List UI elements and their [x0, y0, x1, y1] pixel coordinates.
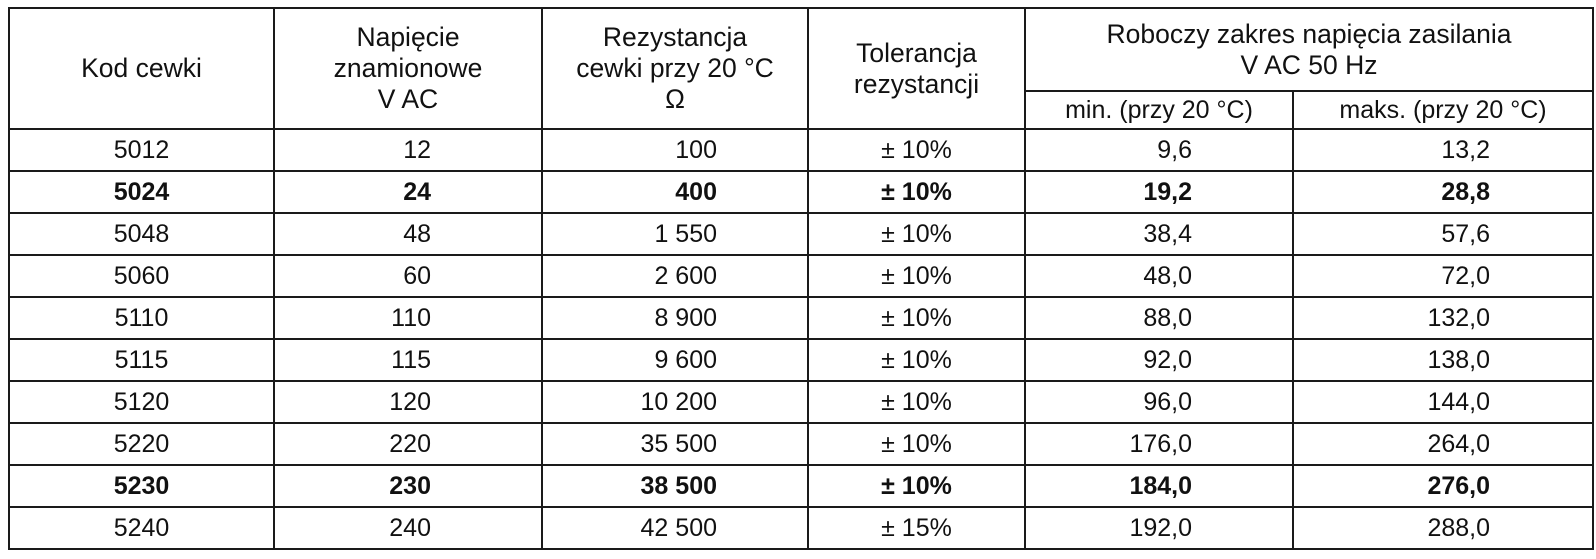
table-row: 5024 24 400 ± 10% 19,2 28,8 — [8, 170, 1595, 214]
cell-max-voltage: 264,0 — [1291, 422, 1595, 466]
cell-resistance-tolerance: ± 10% — [807, 254, 1026, 298]
cell-coil-resistance: 2 600 — [541, 254, 809, 298]
header-operating-voltage-range: Roboczy zakres napięcia zasilania V AC 5… — [1023, 7, 1595, 92]
table-row: 5220 220 35 500 ± 10% 176,0 264,0 — [8, 422, 1595, 466]
table-header: Kod cewki Napięcie znamionowe V AC Rezys… — [8, 7, 1595, 130]
cell-rated-voltage: 220 — [273, 422, 543, 466]
header-resistance-tolerance-line-1: Tolerancja — [856, 37, 977, 68]
header-row-sub: min. (przy 20 °C) maks. (przy 20 °C) — [9, 90, 1595, 130]
cell-resistance-tolerance: ± 10% — [807, 338, 1026, 382]
header-resistance-tolerance: Tolerancja rezystancji — [807, 7, 1026, 130]
cell-coil-code: 5230 — [8, 464, 275, 508]
cell-min-voltage: 192,0 — [1024, 506, 1294, 550]
cell-coil-resistance: 10 200 — [541, 380, 809, 424]
cell-min-voltage: 88,0 — [1024, 296, 1294, 340]
header-rated-voltage-line-1: Napięcie — [356, 22, 460, 52]
cell-min-voltage: 9,6 — [1024, 128, 1294, 172]
cell-coil-resistance: 42 500 — [541, 506, 809, 550]
cell-resistance-tolerance: ± 10% — [807, 212, 1026, 256]
cell-resistance-tolerance: ± 10% — [807, 464, 1026, 508]
cell-min-voltage: 96,0 — [1024, 380, 1294, 424]
header-coil-resistance-line-2: cewki przy 20 °C — [576, 53, 774, 83]
cell-resistance-tolerance: ± 10% — [807, 170, 1026, 214]
cell-rated-voltage: 120 — [273, 380, 543, 424]
cell-coil-code: 5024 — [8, 170, 275, 214]
cell-coil-code: 5120 — [8, 380, 275, 424]
header-operating-voltage-range-line-1: Roboczy zakres napięcia zasilania — [1106, 18, 1512, 49]
header-row-main: Kod cewki Napięcie znamionowe V AC Rezys… — [8, 7, 1595, 130]
cell-coil-code: 5115 — [8, 338, 275, 382]
cell-rated-voltage: 24 — [273, 170, 543, 214]
cell-resistance-tolerance: ± 10% — [807, 296, 1026, 340]
cell-max-voltage: 288,0 — [1291, 506, 1595, 550]
cell-max-voltage: 144,0 — [1291, 380, 1595, 424]
cell-rated-voltage: 230 — [273, 464, 543, 508]
header-max-voltage: maks. (przy 20 °C) — [1291, 90, 1595, 130]
coil-specification-table: Kod cewki Napięcie znamionowe V AC Rezys… — [8, 7, 1595, 550]
cell-resistance-tolerance: ± 10% — [807, 128, 1026, 172]
cell-min-voltage: 92,0 — [1024, 338, 1294, 382]
table-row: 5115 115 9 600 ± 10% 92,0 138,0 — [8, 338, 1595, 382]
table-body: 5012 12 100 ± 10% 9,6 13,2 5024 24 400 ± 10% 19,2 2… — [8, 128, 1595, 550]
cell-coil-resistance: 35 500 — [541, 422, 809, 466]
header-resistance-tolerance-line-2: rezystancji — [853, 68, 980, 99]
header-rated-voltage-line-2: znamionowe — [333, 53, 483, 83]
cell-min-voltage: 38,4 — [1024, 212, 1294, 256]
cell-coil-resistance: 38 500 — [541, 464, 809, 508]
table-row: 5048 48 1 550 ± 10% 38,4 57,6 — [8, 212, 1595, 256]
header-min-voltage: min. (przy 20 °C) — [1024, 90, 1294, 130]
table-row: 5012 12 100 ± 10% 9,6 13,2 — [8, 128, 1595, 172]
cell-coil-code: 5060 — [8, 254, 275, 298]
table-row: 5110 110 8 900 ± 10% 88,0 132,0 — [8, 296, 1595, 340]
cell-resistance-tolerance: ± 10% — [807, 422, 1026, 466]
cell-coil-code: 5048 — [8, 212, 275, 256]
cell-max-voltage: 57,6 — [1291, 212, 1595, 256]
cell-max-voltage: 276,0 — [1291, 464, 1595, 508]
cell-max-voltage: 132,0 — [1291, 296, 1595, 340]
cell-rated-voltage: 240 — [273, 506, 543, 550]
cell-min-voltage: 48,0 — [1024, 254, 1294, 298]
header-rated-voltage-line-3: V AC — [377, 84, 439, 114]
cell-max-voltage: 72,0 — [1291, 254, 1595, 298]
cell-coil-resistance: 1 550 — [541, 212, 809, 256]
cell-coil-resistance: 100 — [541, 128, 809, 172]
cell-coil-code: 5220 — [8, 422, 275, 466]
cell-resistance-tolerance: ± 15% — [807, 506, 1026, 550]
cell-min-voltage: 176,0 — [1024, 422, 1294, 466]
cell-rated-voltage: 110 — [273, 296, 543, 340]
cell-rated-voltage: 115 — [273, 338, 543, 382]
cell-coil-resistance: 8 900 — [541, 296, 809, 340]
table-row: 5240 240 42 500 ± 15% 192,0 288,0 — [8, 506, 1595, 550]
header-coil-resistance-line-3: Ω — [665, 84, 685, 114]
cell-coil-resistance: 9 600 — [541, 338, 809, 382]
cell-resistance-tolerance: ± 10% — [807, 380, 1026, 424]
cell-rated-voltage: 48 — [273, 212, 543, 256]
header-operating-voltage-range-line-2: V AC 50 Hz — [1240, 49, 1378, 80]
header-coil-resistance-line-1: Rezystancja — [602, 22, 748, 52]
cell-max-voltage: 138,0 — [1291, 338, 1595, 382]
table-row: 5230 230 38 500 ± 10% 184,0 276,0 — [8, 464, 1595, 508]
cell-min-voltage: 184,0 — [1024, 464, 1294, 508]
cell-coil-code: 5240 — [8, 506, 275, 550]
cell-coil-resistance: 400 — [541, 170, 809, 214]
cell-coil-code: 5012 — [8, 128, 275, 172]
table-row: 5120 120 10 200 ± 10% 96,0 144,0 — [8, 380, 1595, 424]
cell-max-voltage: 28,8 — [1291, 170, 1595, 214]
cell-coil-code: 5110 — [8, 296, 275, 340]
cell-min-voltage: 19,2 — [1024, 170, 1294, 214]
cell-rated-voltage: 12 — [273, 128, 543, 172]
cell-rated-voltage: 60 — [273, 254, 543, 298]
table-row: 5060 60 2 600 ± 10% 48,0 72,0 — [8, 254, 1595, 298]
header-coil-resistance: Rezystancja cewki przy 20 °C Ω — [541, 7, 809, 130]
cell-max-voltage: 13,2 — [1291, 128, 1595, 172]
header-coil-code: Kod cewki — [8, 7, 275, 130]
header-rated-voltage: Napięcie znamionowe V AC — [273, 7, 543, 130]
